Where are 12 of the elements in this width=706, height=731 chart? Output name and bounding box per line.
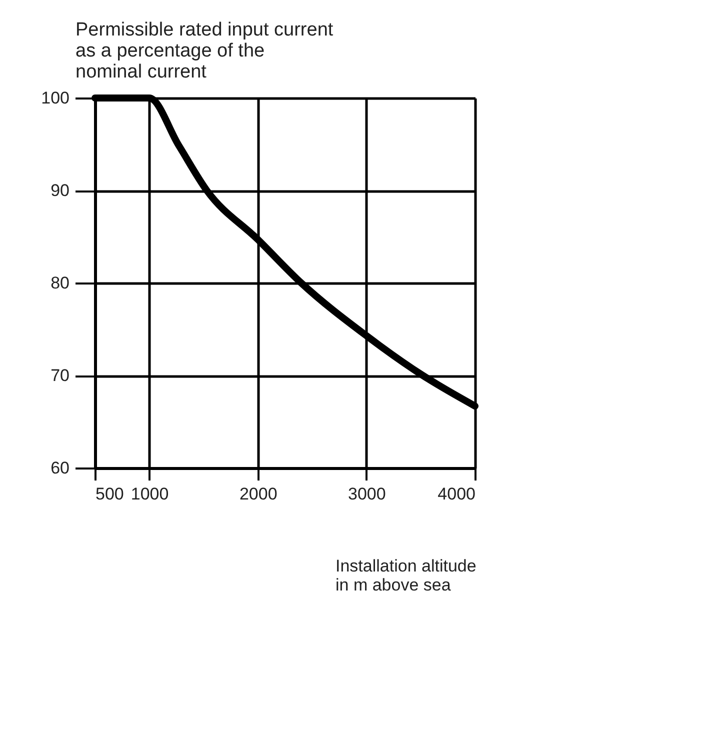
y-tick-label: 70 xyxy=(50,366,70,385)
y-tick-label: 80 xyxy=(50,274,70,292)
x-tick-label: 500 xyxy=(96,484,124,504)
x-tick-label: 4000 xyxy=(438,484,476,504)
y-tick-label: 60 xyxy=(50,458,70,478)
x-tick-label: 3000 xyxy=(348,484,386,504)
y-tick-label: 90 xyxy=(50,181,70,200)
x-tick-label: 2000 xyxy=(239,484,278,504)
y-axis-title: Permissible rated input current as a percentage of the nominal current xyxy=(76,20,334,82)
y-tick-label: 100 xyxy=(41,88,70,108)
x-tick-label: 1000 xyxy=(130,484,169,504)
x-axis-title: Installation altitude in m above sea xyxy=(336,556,476,594)
